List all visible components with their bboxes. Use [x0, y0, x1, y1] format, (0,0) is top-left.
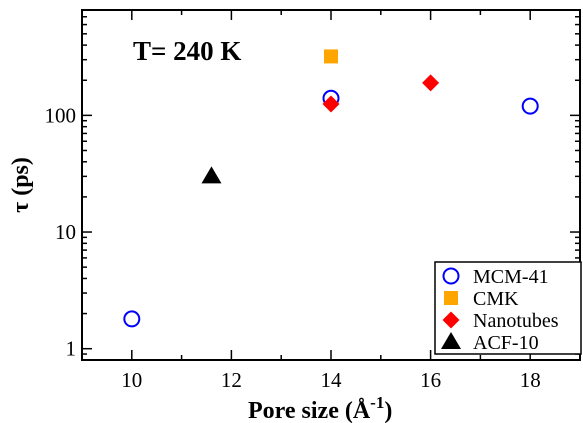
legend-label-mcm-41: MCM-41 — [473, 266, 549, 288]
x-axis-title: Pore size (Å-1) — [248, 393, 392, 423]
y-tick-label: 1 — [66, 337, 77, 361]
legend-marker-cmk — [444, 291, 458, 305]
point-nanotubes — [322, 95, 340, 113]
x-tick-label: 16 — [420, 368, 441, 392]
y-tick-label: 100 — [45, 103, 77, 127]
point-nanotubes — [422, 74, 440, 92]
point-mcm-41 — [521, 97, 539, 115]
x-axis-ticks: 10 12 14 16 18 — [81, 10, 581, 392]
y-tick-label: 10 — [55, 220, 76, 244]
legend-label-nanotubes: Nanotubes — [473, 310, 559, 332]
point-mcm-41 — [123, 310, 141, 328]
x-axis-title-superscript: -1 — [370, 393, 384, 412]
legend-marker-nanotubes — [442, 311, 460, 329]
x-axis-title-end: ) — [384, 398, 392, 423]
legend-label-acf-10: ACF-10 — [473, 332, 539, 354]
x-tick-label: 14 — [321, 368, 343, 392]
y-axis-title: τ (ps) — [8, 157, 34, 213]
point-cmk — [324, 49, 338, 64]
point-acf-10 — [201, 166, 222, 184]
x-tick-label: 10 — [121, 368, 142, 392]
x-tick-label: 18 — [520, 368, 541, 392]
x-tick-label: 12 — [221, 368, 242, 392]
legend-label-cmk: CMK — [473, 288, 519, 310]
y-axis-ticks: 1 10 100 — [45, 9, 580, 361]
temperature-annotation: T= 240 K — [133, 36, 241, 66]
legend-marker-acf-10 — [441, 332, 461, 349]
legend-marker-mcm-41 — [442, 267, 460, 285]
data-points — [123, 49, 539, 328]
